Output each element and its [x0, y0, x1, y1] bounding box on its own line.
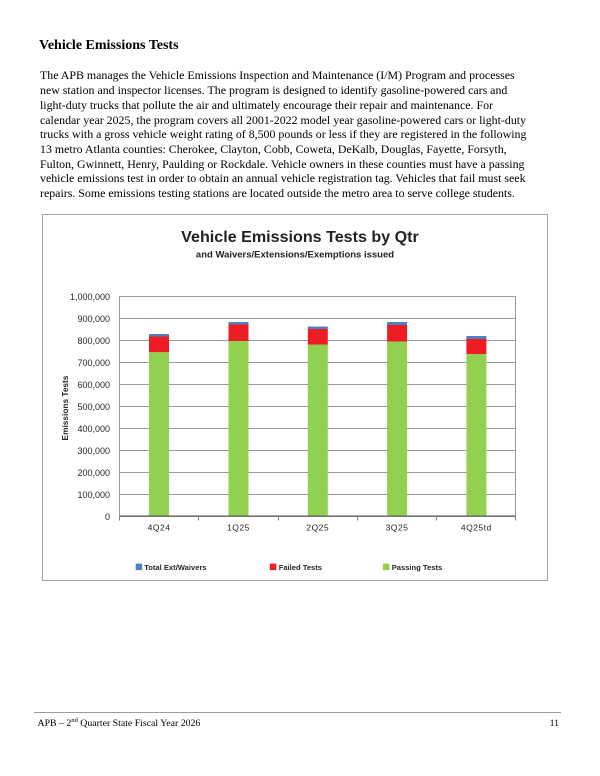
svg-text:0: 0 — [105, 512, 110, 522]
svg-text:Failed Tests: Failed Tests — [279, 563, 322, 572]
svg-text:4Q25td: 4Q25td — [461, 523, 492, 533]
svg-text:3Q25: 3Q25 — [386, 523, 409, 533]
svg-text:100,000: 100,000 — [77, 490, 110, 500]
svg-text:4Q24: 4Q24 — [148, 523, 171, 533]
svg-text:Vehicle Emissions Tests by Qtr: Vehicle Emissions Tests by Qtr — [181, 228, 419, 246]
svg-text:800,000: 800,000 — [77, 336, 110, 346]
svg-text:300,000: 300,000 — [77, 446, 110, 456]
svg-text:700,000: 700,000 — [77, 358, 110, 368]
svg-text:Emissions Tests: Emissions Tests — [60, 375, 70, 440]
svg-text:1Q25: 1Q25 — [227, 523, 250, 533]
svg-text:2Q25: 2Q25 — [306, 523, 329, 533]
svg-text:900,000: 900,000 — [77, 314, 110, 324]
svg-text:Passing Tests: Passing Tests — [392, 563, 443, 572]
svg-text:and Waivers/Extensions/Exempti: and Waivers/Extensions/Exemptions issued — [196, 249, 394, 260]
svg-text:500,000: 500,000 — [77, 402, 110, 412]
svg-text:1,000,000: 1,000,000 — [70, 292, 110, 302]
svg-text:200,000: 200,000 — [77, 468, 110, 478]
svg-text:600,000: 600,000 — [77, 380, 110, 390]
svg-text:400,000: 400,000 — [77, 424, 110, 434]
svg-text:Total Ext/Waivers: Total Ext/Waivers — [144, 563, 206, 572]
